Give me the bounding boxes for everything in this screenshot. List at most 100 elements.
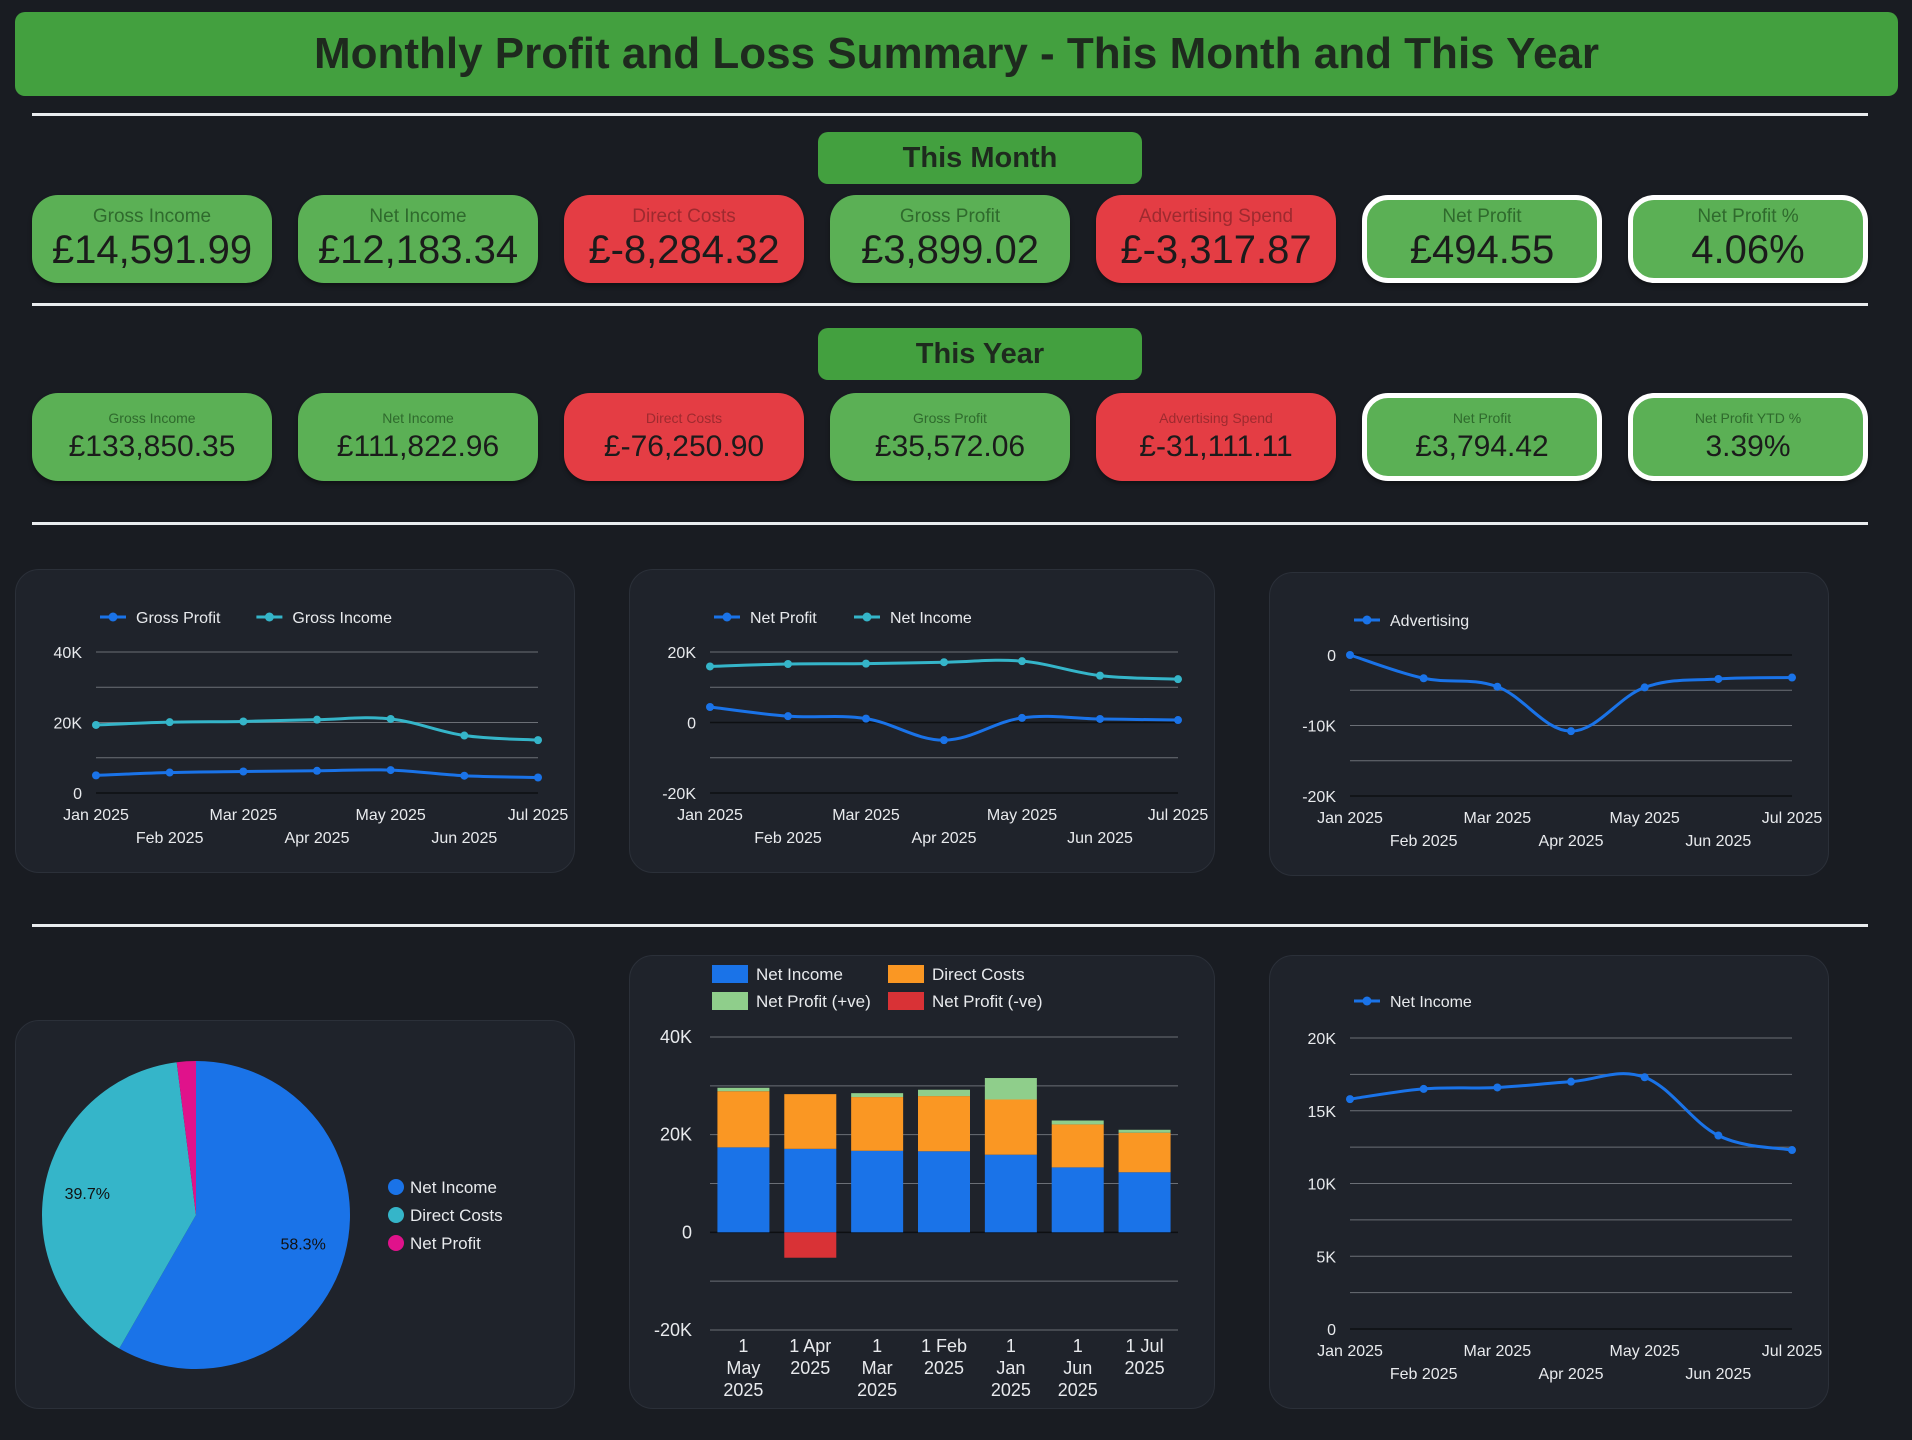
x-tick-label: 1 Jul <box>1126 1336 1164 1356</box>
x-tick-label: May 2025 <box>1610 1343 1680 1360</box>
x-tick-label: 1 Apr <box>789 1336 831 1356</box>
data-point <box>1493 682 1502 691</box>
data-point <box>1788 673 1796 682</box>
y-tick-label: -10K <box>1302 719 1336 736</box>
legend-item: Net Profit (+ve) <box>712 992 871 1011</box>
pie-slice <box>41 1062 196 1349</box>
x-tick-label: 1 Feb <box>921 1336 967 1356</box>
card-value: £133,850.35 <box>68 430 236 463</box>
data-point <box>534 736 542 745</box>
y-tick-label: -20K <box>654 1320 692 1340</box>
bar-segment <box>1118 1172 1171 1233</box>
legend-swatch-dot <box>1362 996 1372 1006</box>
card-value: £14,591.99 <box>51 228 253 272</box>
data-point <box>313 715 321 724</box>
x-tick-label: Mar 2025 <box>210 807 278 824</box>
this-year-heading: This Year <box>818 328 1142 380</box>
year-card-advertising-spend: Advertising Spend £-31,111.11 <box>1096 393 1336 481</box>
bar-segment <box>784 1232 837 1258</box>
x-tick-label: 2025 <box>1058 1380 1098 1400</box>
card-value: £494.55 <box>1409 228 1555 272</box>
card-label: Gross Income <box>92 206 212 227</box>
legend-label: Gross Income <box>292 610 392 627</box>
card-label: Net Profit <box>1452 410 1512 426</box>
y-tick-label: 0 <box>687 716 696 733</box>
x-tick-label: Apr 2025 <box>1539 1366 1604 1383</box>
x-tick-label: Jun 2025 <box>431 830 497 847</box>
series-line <box>1349 653 1793 733</box>
month-card-advertising-spend: Advertising Spend £-3,317.87 <box>1096 195 1336 283</box>
cost-breakdown-pie-chart: 58.3% 39.7% Net Income Direct Costs Net Prof… <box>41 1061 503 1369</box>
card-label: Gross Income <box>108 410 196 426</box>
bar-segment <box>984 1099 1037 1155</box>
year-card-net-profit-ytd: Net Profit YTD % 3.39% <box>1628 393 1868 481</box>
series-line <box>709 705 1179 742</box>
y-tick-label: -20K <box>662 786 696 803</box>
y-tick-label: 5K <box>1316 1249 1336 1266</box>
legend-item: Net Profit <box>714 610 817 627</box>
card-label: Net Income <box>369 206 467 227</box>
legend-item: Direct Costs <box>388 1206 503 1225</box>
legend-label: Advertising <box>1390 613 1469 630</box>
legend-label: Net Profit <box>410 1234 481 1253</box>
x-tick-label: Jan 2025 <box>1317 810 1383 827</box>
legend-label: Net Income <box>1390 994 1472 1011</box>
data-point <box>784 659 792 668</box>
legend-label: Net Income <box>410 1178 497 1197</box>
net-income-chart: 0 5K 10K 15K 20K Jan 2025 Feb 2025 Mar 2025 Apr … <box>1308 994 1823 1383</box>
data-point <box>706 662 714 671</box>
data-point <box>165 768 174 777</box>
x-tick-label: Jul 2025 <box>1762 1343 1823 1360</box>
x-tick-label: May <box>726 1358 760 1378</box>
data-point <box>313 766 321 775</box>
card-value: 4.06% <box>1691 228 1805 272</box>
data-point <box>534 773 542 782</box>
divider <box>32 113 1868 116</box>
x-tick-label: Mar 2025 <box>832 807 900 824</box>
data-point <box>1419 1084 1428 1093</box>
y-tick-label: 15K <box>1308 1104 1337 1121</box>
x-tick-label: Jul 2025 <box>1148 807 1209 824</box>
divider <box>32 522 1868 525</box>
x-tick-label: Mar <box>862 1358 893 1378</box>
card-label: Advertising Spend <box>1138 206 1294 227</box>
bar-segment <box>918 1096 970 1152</box>
x-tick-label: Feb 2025 <box>754 830 822 847</box>
month-card-gross-income: Gross Income £14,591.99 <box>32 195 272 283</box>
card-value: £35,572.06 <box>874 430 1026 463</box>
legend-swatch-dot <box>108 612 118 622</box>
legend-label: Direct Costs <box>410 1206 503 1225</box>
legend-item: Direct Costs <box>888 965 1025 984</box>
x-tick-label: Apr 2025 <box>912 830 977 847</box>
data-point <box>239 717 248 726</box>
x-tick-label: Jun 2025 <box>1067 830 1133 847</box>
year-card-direct-costs: Direct Costs £-76,250.90 <box>564 393 804 481</box>
x-tick-label: May 2025 <box>987 807 1057 824</box>
year-card-gross-income: Gross Income £133,850.35 <box>32 393 272 481</box>
y-tick-label: 0 <box>682 1222 692 1242</box>
card-label: Net Profit % <box>1697 206 1799 227</box>
pie-label: 39.7% <box>65 1186 110 1203</box>
bar-segment <box>918 1151 970 1233</box>
pie-panel: 58.3% 39.7% Net Income Direct Costs Net Prof… <box>15 1020 575 1409</box>
legend-swatch <box>888 965 924 983</box>
this-month-heading: This Month <box>818 132 1142 184</box>
year-card-gross-profit: Gross Profit £35,572.06 <box>830 393 1070 481</box>
legend-swatch-dot <box>264 612 274 622</box>
y-tick-label: 0 <box>1327 1322 1336 1339</box>
data-point <box>1174 716 1182 725</box>
data-point <box>1714 674 1723 683</box>
data-point <box>862 714 870 723</box>
x-tick-label: Jul 2025 <box>1762 810 1823 827</box>
card-value: £3,899.02 <box>861 228 1039 272</box>
card-value: 3.39% <box>1705 430 1791 463</box>
month-card-net-profit: Net Profit % 4.06% <box>1628 195 1868 283</box>
y-tick-label: 20K <box>668 645 697 662</box>
x-tick-label: Feb 2025 <box>1390 1366 1458 1383</box>
bar-segment <box>984 1154 1037 1233</box>
bar-segment <box>717 1087 770 1092</box>
y-tick-label: 20K <box>1308 1031 1337 1048</box>
gross-profit-income-chart: 0 20K 40K Jan 2025 Feb 2025 Mar 2025 Apr 2025 M… <box>54 610 569 847</box>
data-point <box>1567 1077 1575 1086</box>
data-point <box>940 658 948 667</box>
